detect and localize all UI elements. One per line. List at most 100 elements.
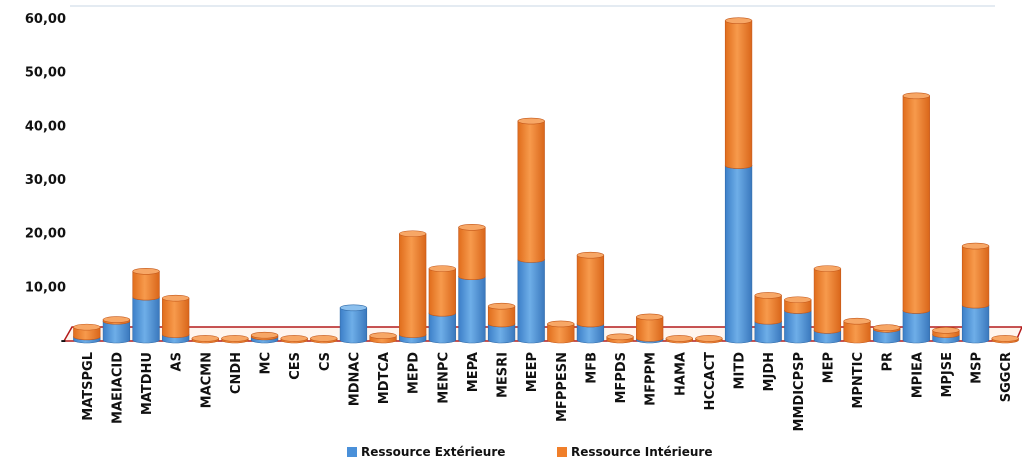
bar-segment: [399, 230, 427, 338]
bar-body: [784, 299, 812, 314]
y-tick-label: 30,00: [25, 173, 66, 188]
bar-cap: [399, 230, 427, 238]
bar-cap: [665, 335, 693, 342]
bar-body: [339, 307, 368, 344]
y-tick-label: 10,00: [25, 280, 66, 295]
x-tick-label: CES: [288, 352, 303, 380]
bar-segment: [369, 332, 397, 344]
bar-cap: [784, 296, 812, 304]
bar-segment: [724, 162, 753, 344]
bar-segment: [665, 335, 693, 344]
bar-segment: [102, 316, 131, 325]
x-tick-label: MACMN: [199, 352, 214, 408]
y-tick-label: 20,00: [25, 227, 66, 242]
bar-body: [132, 271, 160, 301]
bar-segment: [280, 335, 308, 344]
bar-cap: [191, 335, 219, 342]
bar-cap: [369, 332, 397, 340]
x-tick-label: SGGCR: [999, 352, 1014, 402]
bar-body: [902, 310, 930, 344]
bar-cap: [932, 327, 960, 334]
bar-segment: [843, 317, 871, 344]
bar-body: [784, 310, 812, 344]
bar-body: [724, 20, 753, 169]
bar-segment: [458, 224, 486, 280]
legend-entry: Ressource Extérieure: [361, 445, 505, 459]
bar-body: [162, 297, 190, 338]
x-tick-label: HAMA: [673, 352, 688, 396]
bar-cap: [517, 117, 545, 125]
x-tick-label: HCCACT: [703, 352, 718, 411]
bar-cap: [843, 317, 871, 325]
bar-body: [399, 233, 427, 338]
bar-body: [458, 227, 486, 280]
x-tick-label: MMDICPSP: [792, 352, 807, 431]
bar-segment: [191, 335, 219, 344]
bar-segment: [813, 265, 842, 334]
x-tick-label: MDTCA: [377, 352, 392, 404]
bar-segment: [458, 273, 486, 344]
bar-segment: [132, 268, 160, 301]
legend-swatch: [347, 447, 357, 457]
bar-cap: [724, 17, 753, 24]
y-tick-label: 40,00: [25, 119, 66, 134]
bar-cap: [162, 294, 190, 302]
bar-body: [458, 276, 486, 344]
bar-segment: [754, 292, 782, 325]
x-tick-label: MEPD: [407, 352, 422, 394]
bar-segment: [132, 293, 160, 344]
bar-body: [902, 95, 930, 314]
bar-segment: [547, 320, 575, 344]
bar-cap: [754, 292, 782, 299]
bar-segment: [221, 335, 249, 344]
y-tick-label: 50,00: [25, 66, 66, 81]
bar-segment: [517, 256, 545, 344]
bar-body: [487, 323, 516, 344]
x-tick-label: MDNAC: [347, 352, 362, 406]
bar-body: [547, 323, 575, 344]
x-tick-label: CS: [318, 352, 333, 371]
bar-segment: [517, 117, 545, 263]
bar-segment: [339, 304, 368, 344]
x-tick-label: MAEIACID: [110, 352, 125, 424]
bar-body: [724, 165, 753, 344]
x-tick-label: MPIEA: [910, 352, 925, 398]
bar-body: [961, 245, 990, 309]
x-tick-label: MPJSE: [940, 352, 955, 398]
bar-cap: [250, 331, 279, 339]
bar-body: [102, 320, 131, 344]
bar-cap: [73, 323, 101, 331]
x-tick-label: AS: [170, 352, 185, 371]
x-tick-label: MEPA: [466, 352, 481, 392]
bar-segment: [961, 242, 990, 309]
legend-swatch: [557, 447, 567, 457]
bar-body: [961, 304, 990, 344]
bar-cap: [458, 224, 486, 231]
bar-segment: [73, 323, 101, 341]
bar-body: [754, 320, 782, 344]
bar-body: [428, 268, 456, 317]
bar-cap: [132, 268, 160, 275]
x-tick-label: MFB: [584, 352, 599, 384]
bar-cap: [902, 92, 930, 100]
bar-cap: [991, 335, 1019, 342]
bar-segment: [724, 17, 753, 169]
bar-cap: [636, 313, 664, 321]
bar-cap: [813, 265, 842, 272]
bar-cap: [576, 251, 605, 259]
bar-segment: [428, 265, 456, 317]
bar-segment: [932, 327, 960, 338]
bar-cap: [873, 324, 901, 331]
x-tick-label: MENPC: [436, 352, 451, 404]
x-tick-label: MEP: [821, 352, 836, 383]
bar-segment: [873, 324, 901, 333]
x-tick-label: MSP: [970, 352, 985, 384]
x-tick-label: MFPPM: [644, 352, 659, 406]
x-tick-label: MITD: [733, 352, 748, 390]
bar-segment: [636, 313, 664, 342]
bar-body: [873, 328, 901, 344]
x-tick-label: MATSPGL: [81, 352, 96, 421]
bar-cap: [428, 265, 456, 272]
